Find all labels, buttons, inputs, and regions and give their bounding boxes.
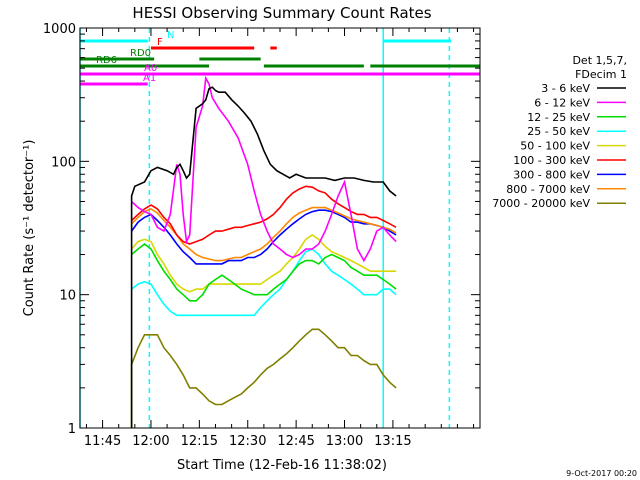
legend-entry-label: 50 - 100 keV: [520, 140, 590, 153]
legend-entry-label: 12 - 25 keV: [527, 111, 590, 124]
x-axis-label: Start Time (12-Feb-16 11:38:02): [177, 458, 387, 473]
y-tick-label: 100: [51, 155, 76, 170]
x-tick-label: 11:45: [84, 434, 121, 449]
y-axis-label: Count Rate (s⁻¹ detector⁻¹): [22, 140, 37, 317]
series-line-100-300keV-kev: [131, 185, 397, 245]
legend-entry-label: 7000 - 20000 keV: [492, 197, 590, 210]
series-line-25-50keV-kev: [131, 248, 397, 317]
flag-label-n: N: [167, 30, 174, 41]
legend-header-line: Det 1,5,7,: [572, 54, 627, 67]
flag-label-rd6: RD6: [96, 55, 117, 66]
series-line-3-6keV-kev: [130, 86, 397, 428]
legend-entry-label: 100 - 300 keV: [513, 154, 590, 167]
footer-timestamp: 9-Oct-2017 00:20: [566, 469, 637, 478]
x-tick-label: 12:45: [277, 434, 314, 449]
flag-label-a0: A0: [144, 63, 157, 74]
series-line-12-25keV-kev: [131, 242, 397, 302]
x-tick-label: 13:00: [326, 434, 363, 449]
flag-label-a1: A1: [143, 73, 156, 84]
axes: 11:45 12:00 12:15 12:30 12:45 13:00 13:15 1 10 10…: [43, 22, 480, 449]
x-tick-label: 13:15: [374, 434, 411, 449]
x-tick-label: 12:15: [181, 434, 218, 449]
legend-entry-label: 800 - 7000 keV: [506, 183, 590, 196]
legend-entry-label: 6 - 12 keV: [534, 96, 590, 109]
legend-entry-label: 3 - 6 keV: [541, 82, 590, 95]
chart-title: HESSI Observing Summary Count Rates: [132, 4, 431, 22]
legend-entry-label: 300 - 800 keV: [513, 168, 590, 181]
y-tick-label: 10: [59, 289, 76, 304]
y-tick-label: 1000: [43, 22, 76, 37]
series-line-50-100keV-kev: [130, 234, 397, 293]
legend-header-line: FDecim 1: [575, 68, 627, 81]
series-line-7000-20000keV-kev: [130, 328, 397, 428]
x-tick-label: 12:30: [229, 434, 266, 449]
legend-entry-label: 25 - 50 keV: [527, 125, 590, 138]
flag-label-rd0: RD0: [130, 48, 151, 59]
y-tick-label: 1: [68, 422, 76, 437]
flag-label-f: F: [157, 37, 163, 48]
x-tick-label: 12:00: [132, 434, 169, 449]
